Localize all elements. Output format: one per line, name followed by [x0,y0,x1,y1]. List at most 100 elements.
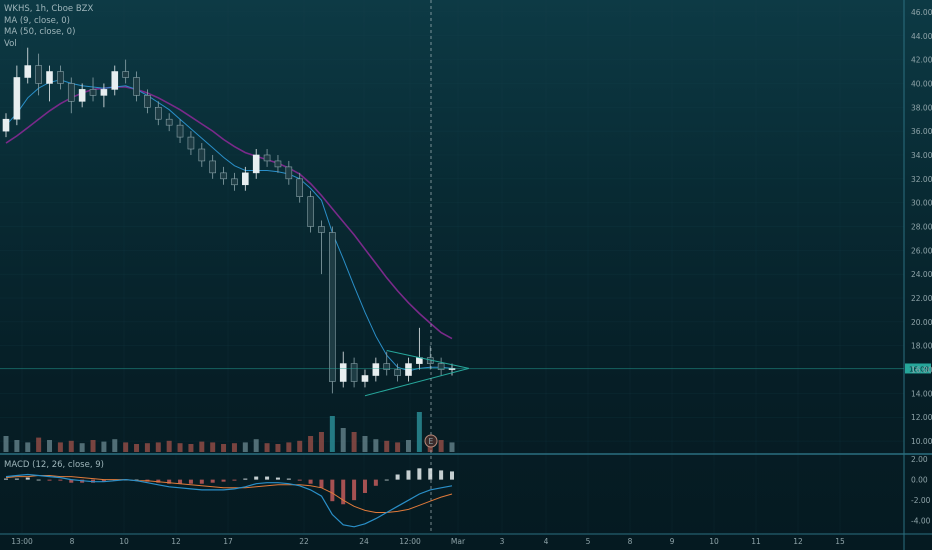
volume-bar [101,441,107,452]
price-tick-label: 46.00 [911,8,932,17]
macd-histogram-bar [167,479,172,484]
candle-body [263,154,271,162]
time-tick-label: 5 [586,537,591,546]
macd-histogram-bar [199,479,204,484]
time-tick-label: 4 [544,537,549,546]
volume-bars [3,412,455,452]
earnings-label: E [429,437,434,446]
volume-bar [318,432,324,452]
macd-histogram-bar [69,479,74,483]
time-tick-label: 10 [119,537,129,546]
volume-bar [373,439,379,452]
time-tick-label: 8 [70,537,75,546]
volume-bar [362,436,368,452]
candle-body [318,226,325,233]
volume-bar [210,442,216,452]
volume-bar [57,442,63,452]
ma9-legend[interactable]: MA (9, close, 0) [4,15,70,26]
macd-histogram-bar [25,477,30,480]
macd-histogram-bar [406,470,411,480]
candle-body [13,77,21,120]
macd-tick-label: -4.00 [911,517,931,526]
candle-body [144,95,151,108]
price-tick-label: 42.00 [911,56,932,65]
candle-body [220,172,227,180]
volume-bar [188,444,194,452]
candle-body [24,65,32,78]
macd-histogram-bar [210,479,215,483]
price-tick-label: 28.00 [911,223,932,232]
macd-histogram-bar [232,479,237,481]
volume-bar [286,442,292,452]
vol-legend[interactable]: Vol [4,38,17,49]
candle-body [198,148,206,162]
current-price-tag-text: 16.09 [909,365,929,373]
symbol-legend[interactable]: WKHS, 1h, Cboe BZX [4,4,94,14]
volume-bar [199,441,205,452]
price-tick-label: 44.00 [911,32,932,41]
price-tick-label: 26.00 [911,246,932,255]
price-tick-label: 18.00 [911,342,932,351]
macd-histogram-bar [47,479,52,481]
macd-histogram-bar [58,479,63,481]
price-tick-label: 16.00 [911,366,932,375]
candle-body [329,232,336,382]
time-tick-label: 17 [223,537,233,546]
candle-body [285,166,293,180]
macd-histogram-bar [450,471,454,480]
volume-bar [242,442,248,452]
ma9-line [5,79,453,372]
volume-bar [25,442,31,452]
volume-bar [405,440,411,452]
candle-body [242,172,249,186]
macd-histogram-bar [395,474,400,480]
volume-bar [395,442,401,452]
candle-body [350,363,358,382]
price-tick-label: 32.00 [911,175,932,184]
macd-legend[interactable]: MACD (12, 26, close, 9) [4,460,104,470]
candle-body [46,71,53,84]
candle-body [154,106,162,120]
triangle-trendline [386,349,469,369]
macd-tick-label: 0.00 [911,476,928,485]
time-tick-label: Mar [451,537,466,546]
time-tick-label: 13:00 [11,537,33,546]
candle-body [339,363,347,382]
chart-legend: WKHS, 1h, Cboe BZX MA (9, close, 0) MA (… [4,4,93,50]
candle-body [405,363,412,376]
macd-histogram-bar [4,478,8,480]
price-tick-label: 22.00 [911,294,932,303]
macd-histogram-bar [156,479,161,483]
ma50-legend[interactable]: MA (50, close, 0) [4,27,76,37]
candle-body [307,196,314,227]
macd-histogram-bar [384,479,389,481]
macd-histogram-bar [373,479,378,486]
earnings-marker[interactable]: E [424,434,438,448]
price-tick-label: 40.00 [911,79,932,88]
price-axis[interactable]: 16.09 10.00 12.00 14.00 16.00 18.00 20.00 22.00… [905,8,932,526]
macd-histogram-bar [178,479,183,484]
time-axis[interactable]: 13:00 8 10 12 17 22 24 12:00 Mar 3 4 5 8 9 10 11 12 15 [11,537,845,546]
ma50-series-line [5,86,453,340]
price-tick-label: 38.00 [911,103,932,112]
volume-bar [177,443,183,452]
volume-bar [79,443,85,452]
price-tick-label: 10.00 [911,437,932,446]
candle-body [383,363,391,370]
candle-body [437,363,445,370]
candle-body [187,136,195,150]
volume-bar [231,443,237,452]
volume-bar [253,439,259,452]
macd-histogram-bar [341,479,346,505]
macd-tick-label: 2.00 [911,455,928,464]
macd-histogram-bar [14,478,19,480]
price-tick-label: 30.00 [911,199,932,208]
volume-bar [112,439,118,452]
time-tick-label: 12:00 [399,537,421,546]
macd-tick-label: -2.00 [911,496,931,505]
candle-body [67,83,75,102]
candle-body [252,154,260,174]
macd-pane [4,468,454,528]
